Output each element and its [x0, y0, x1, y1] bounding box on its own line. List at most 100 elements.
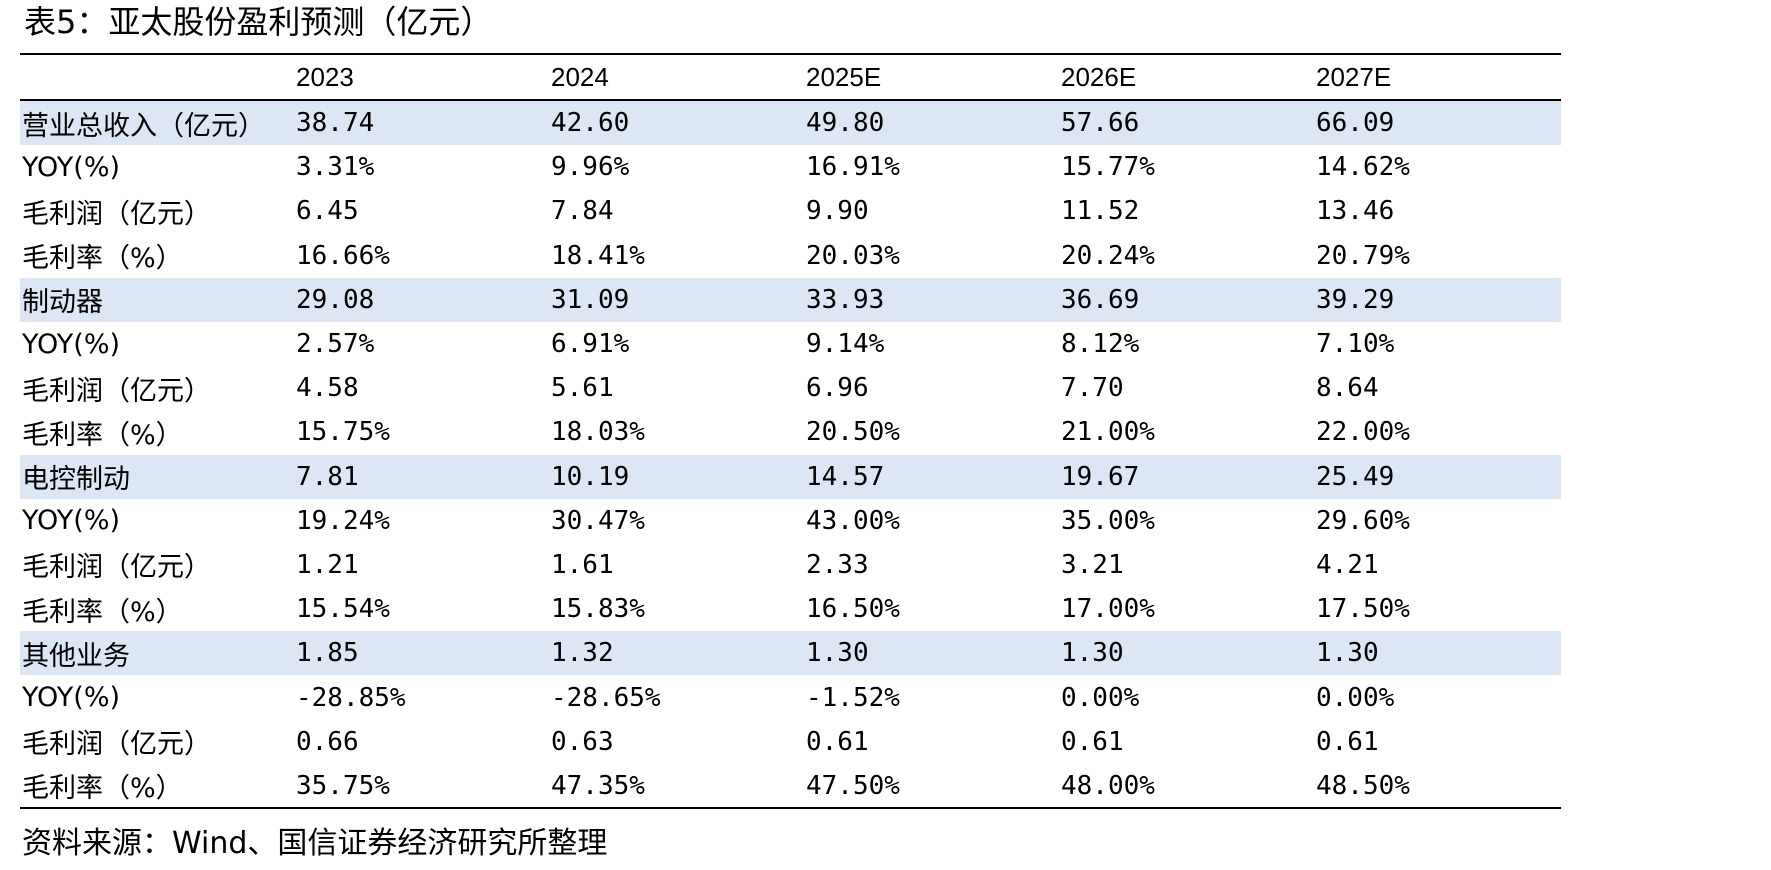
table-row: 毛利润（亿元） 4.58 5.61 6.96 7.70 8.64 [20, 366, 1561, 410]
table-cell: 25.49 [1316, 461, 1395, 492]
table-row: 毛利润（亿元） 1.21 1.61 2.33 3.21 4.21 [20, 543, 1561, 587]
table-cell: 6.91% [551, 329, 630, 360]
row-label: 其他业务 [22, 640, 130, 672]
table-cell: 11.52 [1061, 196, 1140, 227]
table-cell: 20.50% [806, 417, 900, 448]
table-cell: 15.77% [1061, 152, 1155, 183]
table-cell: 17.00% [1061, 594, 1155, 625]
table-cell: 20.03% [806, 240, 900, 271]
table-cell: 48.50% [1316, 770, 1410, 801]
table-cell: 3.21 [1061, 549, 1124, 580]
table-cell: 10.19 [551, 461, 630, 492]
table-row: 制动器 29.08 31.09 33.93 36.69 39.29 [20, 277, 1561, 322]
table-cell: -1.52% [806, 682, 900, 713]
header-rule [20, 99, 1561, 101]
row-label: 毛利率（%） [22, 243, 183, 275]
forecast-table-body: 营业总收入（亿元） 38.74 42.60 49.80 57.66 66.09 YOY(%)… [20, 101, 1561, 808]
table-cell: 22.00% [1316, 417, 1410, 448]
table-cell: 13.46 [1316, 196, 1395, 227]
table-cell: 66.09 [1316, 108, 1395, 139]
table-cell: 7.84 [551, 196, 614, 227]
table-cell: 21.00% [1061, 417, 1155, 448]
table-cell: 29.08 [296, 284, 375, 315]
table-cell: 7.81 [296, 461, 359, 492]
table-cell: 6.96 [806, 373, 869, 404]
table-cell: 33.93 [806, 284, 885, 315]
table-cell: 1.30 [806, 638, 869, 669]
table-cell: 29.60% [1316, 505, 1410, 536]
table-cell: 36.69 [1061, 284, 1140, 315]
table-cell: 4.58 [296, 373, 359, 404]
table-cell: 47.35% [551, 770, 645, 801]
table-cell: 15.75% [296, 417, 390, 448]
table-row: 毛利润（亿元） 6.45 7.84 9.90 11.52 13.46 [20, 189, 1561, 233]
table-cell: 48.00% [1061, 770, 1155, 801]
table-cell: 1.21 [296, 549, 359, 580]
table-row: 毛利率（%） 16.66% 18.41% 20.03% 20.24% 20.79% [20, 234, 1561, 278]
table-row: 毛利润（亿元） 0.66 0.63 0.61 0.61 0.61 [20, 720, 1561, 764]
table-cell: 1.61 [551, 549, 614, 580]
table-row: YOY(%) -28.85% -28.65% -1.52% 0.00% 0.00% [20, 675, 1561, 719]
table-cell: 35.00% [1061, 505, 1155, 536]
row-label: 毛利率（%） [22, 419, 183, 451]
row-label: 制动器 [22, 287, 103, 319]
table-cell: 0.00% [1061, 682, 1140, 713]
table-cell: 9.14% [806, 329, 885, 360]
table-cell: 20.79% [1316, 240, 1410, 271]
table-cell: 7.10% [1316, 329, 1395, 360]
table-cell: 39.29 [1316, 284, 1395, 315]
row-label: YOY(%) [22, 505, 121, 537]
column-header-2027e: 2027E [1316, 62, 1392, 92]
table-cell: 47.50% [806, 770, 900, 801]
table-cell: 2.57% [296, 329, 375, 360]
row-label: 电控制动 [22, 464, 130, 496]
column-header-2026e: 2026E [1061, 62, 1137, 92]
column-header-2023: 2023 [296, 62, 354, 92]
row-label: 毛利率（%） [22, 773, 183, 805]
table-row: YOY(%) 2.57% 6.91% 9.14% 8.12% 7.10% [20, 322, 1561, 366]
table-cell: 18.41% [551, 240, 645, 271]
table-cell: 0.61 [1061, 726, 1124, 757]
row-label: 毛利润（亿元） [22, 729, 211, 761]
table-row: 毛利率（%） 15.75% 18.03% 20.50% 21.00% 22.00% [20, 410, 1561, 454]
table-cell: 16.66% [296, 240, 390, 271]
column-header-2024: 2024 [551, 62, 609, 92]
table-cell: 57.66 [1061, 108, 1140, 139]
table-cell: 42.60 [551, 108, 630, 139]
table-cell: -28.85% [296, 682, 406, 713]
table-cell: 9.96% [551, 152, 630, 183]
table-cell: -28.65% [551, 682, 661, 713]
table-row: 营业总收入（亿元） 38.74 42.60 49.80 57.66 66.09 [20, 101, 1561, 146]
row-label: 营业总收入（亿元） [22, 110, 265, 142]
table-cell: 14.57 [806, 461, 885, 492]
table-cell: 14.62% [1316, 152, 1410, 183]
table-cell: 3.31% [296, 152, 375, 183]
table-cell: 1.85 [296, 638, 359, 669]
table-cell: 5.61 [551, 373, 614, 404]
column-header-2025e: 2025E [806, 62, 882, 92]
table-cell: 43.00% [806, 505, 900, 536]
table-cell: 7.70 [1061, 373, 1124, 404]
table-cell: 19.24% [296, 505, 390, 536]
table-cell: 35.75% [296, 770, 390, 801]
table-cell: 0.66 [296, 726, 359, 757]
table-row: YOY(%) 19.24% 30.47% 43.00% 35.00% 29.60% [20, 499, 1561, 543]
row-label: 毛利率（%） [22, 596, 183, 628]
top-rule [20, 53, 1561, 55]
table-row: YOY(%) 3.31% 9.96% 16.91% 15.77% 14.62% [20, 145, 1561, 189]
table-row: 其他业务 1.85 1.32 1.30 1.30 1.30 [20, 631, 1561, 676]
table-cell: 15.54% [296, 594, 390, 625]
table-cell: 49.80 [806, 108, 885, 139]
table-cell: 2.33 [806, 549, 869, 580]
table-row: 毛利率（%） 15.54% 15.83% 16.50% 17.00% 17.50% [20, 587, 1561, 631]
row-label: 毛利润（亿元） [22, 552, 211, 584]
table-cell: 16.50% [806, 594, 900, 625]
table-cell: 1.30 [1316, 638, 1379, 669]
table-cell: 15.83% [551, 594, 645, 625]
table-cell: 1.30 [1061, 638, 1124, 669]
table-cell: 0.00% [1316, 682, 1395, 713]
table-cell: 30.47% [551, 505, 645, 536]
table-cell: 0.61 [806, 726, 869, 757]
source-note: 资料来源：Wind、国信证券经济研究所整理 [22, 826, 608, 861]
table-cell: 16.91% [806, 152, 900, 183]
